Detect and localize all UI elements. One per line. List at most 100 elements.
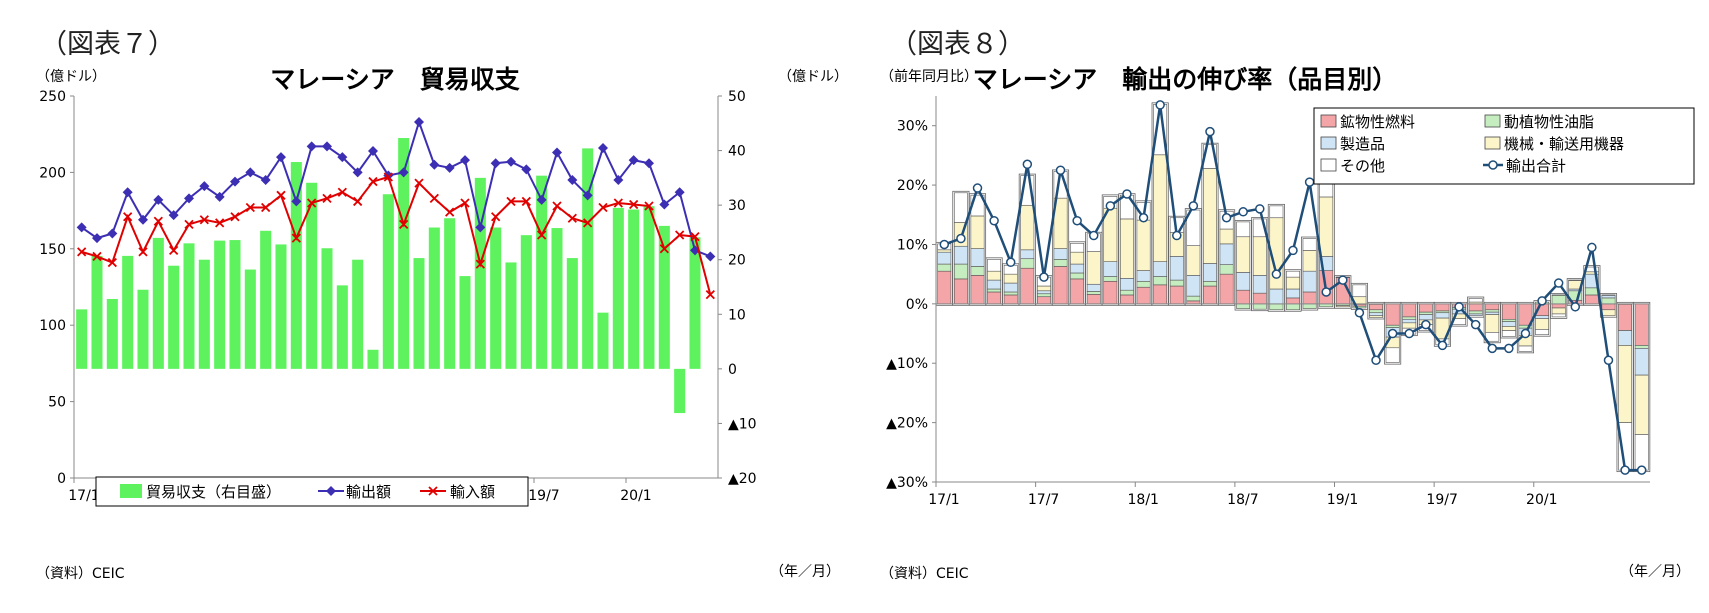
legend-marker-total <box>1488 160 1498 170</box>
mineral-fuels-bar <box>1169 285 1184 305</box>
chart-8-xlabel: （年／月） <box>1620 564 1690 580</box>
manufactures-bar <box>1418 314 1433 321</box>
exports-point <box>552 147 562 158</box>
right-tick-label: 10 <box>728 307 746 323</box>
bar-outline <box>1550 293 1568 319</box>
total-exports-point <box>1039 272 1049 282</box>
exports-point <box>613 175 624 186</box>
manufactures-bar <box>1402 318 1417 324</box>
machinery-bar <box>1601 309 1616 317</box>
total-exports-point <box>1321 287 1331 297</box>
right-tick-label: 40 <box>728 144 746 160</box>
exports-point <box>107 228 118 239</box>
manufactures-bar <box>1485 311 1500 315</box>
imports-point <box>445 207 455 217</box>
imports-point <box>475 259 485 269</box>
machinery-bar <box>1634 374 1649 435</box>
total-exports-point <box>1105 201 1116 211</box>
trade-balance-bar <box>428 227 440 369</box>
chart-8-legend: 鉱物性燃料 動植物性油脂 製造品 機械・輸送用機器 その他 輸出合計 <box>1313 107 1695 185</box>
total-exports-point <box>1122 189 1132 199</box>
legend-swatch-machinery <box>1484 136 1501 150</box>
imports-point <box>659 244 669 254</box>
imports-point <box>414 178 424 188</box>
mineral-fuels-bar <box>1120 294 1134 305</box>
exports-point <box>674 187 685 198</box>
figure-8-label: （図表８） <box>890 29 1025 60</box>
imports-point <box>245 202 255 213</box>
oils-fats-bar <box>1036 293 1051 298</box>
others-bar <box>1236 221 1251 238</box>
imports-point <box>92 251 102 262</box>
imports-point <box>153 216 163 226</box>
mineral-fuels-bar <box>1468 303 1483 312</box>
mineral-fuels-bar <box>1003 294 1018 305</box>
bar-outline <box>968 193 987 306</box>
exports-point <box>214 191 225 202</box>
mineral-fuels-bar <box>1418 303 1433 313</box>
machinery-bar <box>1003 273 1018 284</box>
figure-7-panel: （図表７） マレーシア 貿易収支 （億ドル） （億ドル） （資料）CEIC （年… <box>36 29 848 582</box>
oils-fats-bar <box>1352 305 1367 309</box>
exports-point <box>337 152 348 163</box>
trade-balance-bar <box>643 206 655 369</box>
oils-fats-bar <box>937 263 952 272</box>
machinery-bar <box>1551 307 1566 315</box>
imports-point <box>460 198 470 208</box>
imports-point <box>552 201 562 211</box>
total-exports-point <box>1387 328 1398 339</box>
total-exports-point <box>1255 204 1265 214</box>
mineral-fuels-bar <box>1584 294 1599 305</box>
oils-fats-bar <box>1485 309 1500 313</box>
mineral-fuels-bar <box>1369 303 1383 311</box>
total-exports-point <box>1354 308 1365 318</box>
exports-point <box>291 196 302 207</box>
imports-point <box>567 213 577 223</box>
manufactures-bar <box>970 248 985 267</box>
manufactures-bar <box>987 279 1002 290</box>
legend-label-others: その他 <box>1340 157 1385 175</box>
machinery-bar <box>1020 204 1035 251</box>
exports-point <box>582 190 593 201</box>
oils-fats-bar <box>1219 264 1234 275</box>
others-bar <box>1468 298 1483 303</box>
x-tick-label: 17/7 <box>1028 492 1059 508</box>
others-bar <box>1385 347 1400 363</box>
machinery-bar <box>1302 250 1317 272</box>
mineral-fuels-bar <box>1618 303 1633 331</box>
others-bar <box>1302 238 1317 251</box>
manufactures-bar <box>1468 313 1483 317</box>
trade-balance-bar <box>551 228 563 369</box>
imports-point <box>583 218 593 228</box>
trade-balance-bar <box>122 255 134 369</box>
imports-point <box>429 193 439 204</box>
trade-balance-bar <box>490 227 502 369</box>
oils-fats-bar <box>953 263 968 280</box>
total-exports-point <box>1636 465 1647 475</box>
chart-7-left-unit: （億ドル） <box>36 69 106 85</box>
others-bar <box>1568 279 1583 281</box>
total-exports-point <box>1088 230 1099 241</box>
right-tick-label: 50 <box>728 89 746 105</box>
trade-balance-bar <box>612 207 624 369</box>
total-exports-point <box>1404 328 1414 339</box>
mineral-fuels-bar <box>1053 266 1068 305</box>
mineral-fuels-bar <box>1103 280 1118 305</box>
imports-point <box>215 218 225 228</box>
trade-balance-bar <box>459 276 471 369</box>
chart-7-legend: 貿易収支（右目盛） 輸出額 輸入額 <box>95 476 529 507</box>
machinery-bar <box>1319 196 1334 257</box>
trade-balance-bar <box>566 258 578 369</box>
others-bar <box>1286 270 1300 278</box>
chart-8-title: マレーシア 輸出の伸び率（品目別） <box>973 65 1398 94</box>
manufactures-bar <box>1086 283 1101 292</box>
trade-balance-bar <box>321 248 333 369</box>
oils-fats-bar <box>1468 310 1483 315</box>
others-bar <box>1551 313 1566 318</box>
total-exports-point <box>989 215 999 226</box>
trade-balance-bar <box>214 240 226 369</box>
total-exports-point <box>1238 207 1248 217</box>
right-tick-label: 0 <box>728 362 737 378</box>
trade-balance-chart: マレーシア 貿易収支 （億ドル） （億ドル） （資料）CEIC （年／月） 0 5… <box>36 65 848 582</box>
manufactures-bar <box>937 251 952 265</box>
